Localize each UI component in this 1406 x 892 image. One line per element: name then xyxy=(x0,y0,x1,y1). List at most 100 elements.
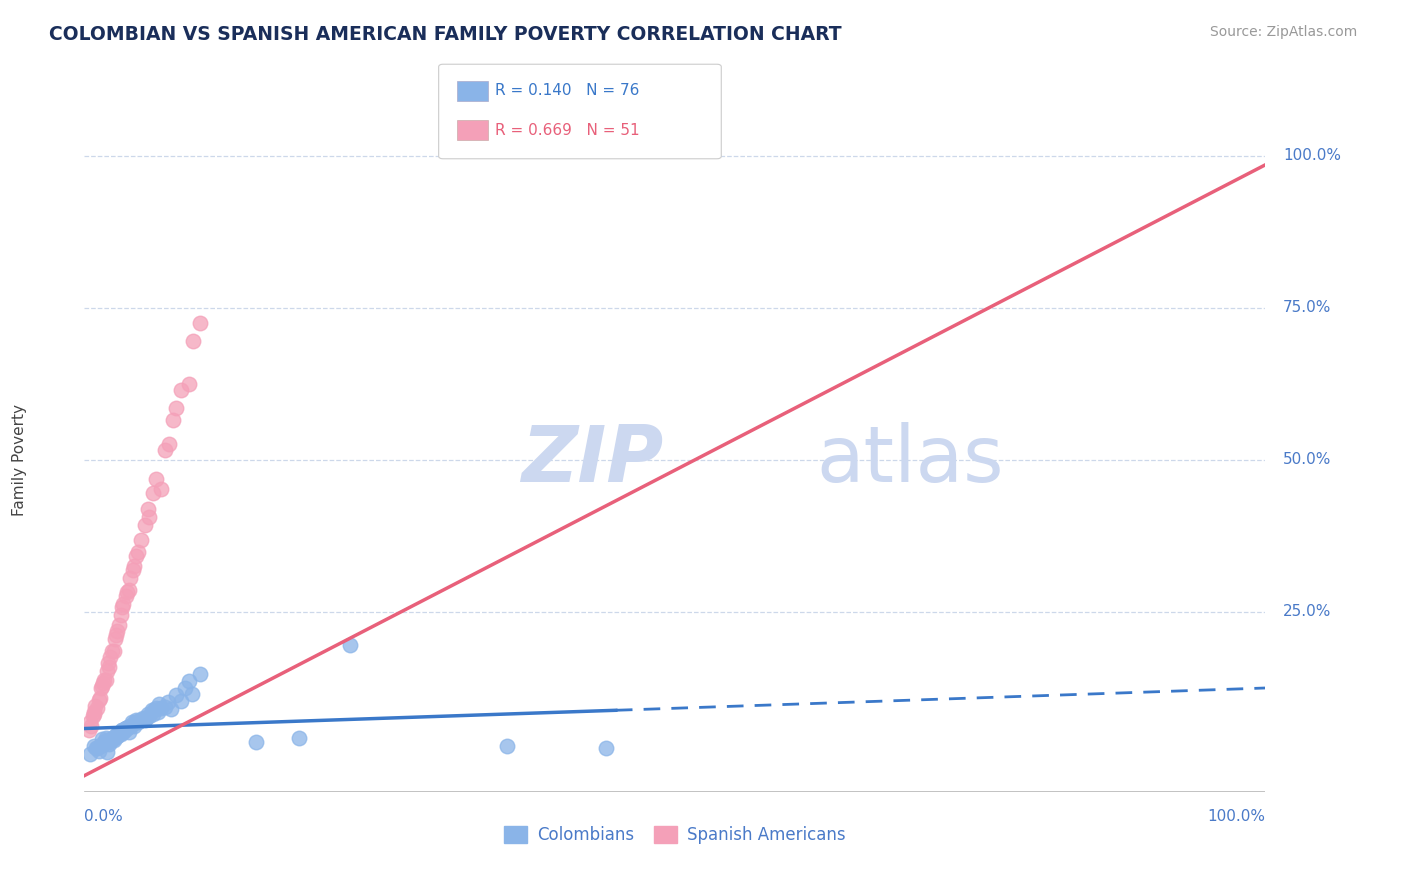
Point xyxy=(166,689,188,703)
Point xyxy=(105,730,128,744)
Point xyxy=(138,510,160,524)
Point xyxy=(91,679,114,693)
Point xyxy=(121,715,143,730)
Point xyxy=(103,733,125,747)
Point xyxy=(114,723,136,737)
Point xyxy=(96,733,118,747)
Point xyxy=(129,533,152,547)
Point xyxy=(91,738,114,752)
Point xyxy=(98,660,121,674)
Point xyxy=(83,739,105,754)
Text: COLOMBIAN VS SPANISH AMERICAN FAMILY POVERTY CORRELATION CHART: COLOMBIAN VS SPANISH AMERICAN FAMILY POV… xyxy=(49,25,842,44)
Point xyxy=(179,376,201,391)
Point xyxy=(143,703,166,717)
Point xyxy=(181,334,204,348)
Point xyxy=(104,729,127,743)
Point xyxy=(84,741,107,756)
Point xyxy=(90,738,112,752)
Point xyxy=(127,715,149,730)
Point xyxy=(188,666,211,681)
Point xyxy=(129,714,152,728)
Point xyxy=(94,731,117,745)
Point xyxy=(114,590,136,604)
Point xyxy=(98,732,121,747)
Point xyxy=(111,723,134,737)
Text: 100.0%: 100.0% xyxy=(1284,148,1341,163)
Point xyxy=(100,731,122,745)
Point xyxy=(89,739,111,754)
Point xyxy=(118,583,141,598)
Text: R = 0.669   N = 51: R = 0.669 N = 51 xyxy=(495,123,640,137)
Point xyxy=(141,703,163,717)
Point xyxy=(107,727,129,741)
Point xyxy=(122,558,145,573)
Point xyxy=(101,731,124,746)
Point xyxy=(107,624,129,638)
Point xyxy=(170,383,193,397)
Point xyxy=(98,650,121,665)
Point xyxy=(173,681,195,695)
Text: atlas: atlas xyxy=(817,422,1004,498)
Point xyxy=(84,698,107,713)
Point xyxy=(245,735,267,749)
Point xyxy=(145,701,167,715)
Point xyxy=(110,727,132,741)
Point xyxy=(115,585,138,599)
Point xyxy=(83,706,105,721)
Point xyxy=(128,713,150,727)
Text: Source: ZipAtlas.com: Source: ZipAtlas.com xyxy=(1209,25,1357,39)
Point xyxy=(135,711,157,725)
Point xyxy=(339,638,361,652)
Point xyxy=(82,709,104,723)
Point xyxy=(148,697,170,711)
Point xyxy=(134,518,156,533)
Point xyxy=(136,502,159,516)
Point xyxy=(132,711,155,725)
Point xyxy=(159,702,181,716)
Point xyxy=(86,700,108,714)
Point xyxy=(91,731,114,746)
Point xyxy=(128,714,150,728)
Point xyxy=(153,700,176,714)
Point xyxy=(110,607,132,622)
Point xyxy=(83,705,105,719)
Point xyxy=(111,599,134,614)
Point xyxy=(180,687,202,701)
Point xyxy=(166,401,188,415)
Point xyxy=(91,737,114,751)
Point xyxy=(142,486,165,500)
Point xyxy=(91,676,114,690)
Point xyxy=(157,437,180,451)
Point xyxy=(77,723,100,737)
Point xyxy=(87,692,110,706)
Point xyxy=(114,721,136,735)
Point xyxy=(153,443,176,458)
Point xyxy=(157,695,180,709)
Point xyxy=(108,726,131,740)
Point xyxy=(87,744,110,758)
Point xyxy=(94,673,117,687)
Point xyxy=(122,719,145,733)
Point xyxy=(107,727,129,741)
Point xyxy=(142,706,165,721)
Point xyxy=(104,632,127,646)
Text: R = 0.140   N = 76: R = 0.140 N = 76 xyxy=(495,84,640,98)
Point xyxy=(188,316,211,330)
Legend: Colombians, Spanish Americans: Colombians, Spanish Americans xyxy=(496,819,853,851)
Point xyxy=(86,741,108,756)
Point xyxy=(136,706,159,721)
Point xyxy=(97,656,120,670)
Point xyxy=(98,733,121,747)
Point xyxy=(134,713,156,727)
Point xyxy=(496,739,519,754)
Point xyxy=(111,723,134,737)
Point xyxy=(117,720,139,734)
Point xyxy=(79,715,101,730)
Point xyxy=(121,717,143,731)
Point xyxy=(96,745,118,759)
Point xyxy=(100,732,122,747)
Point xyxy=(100,644,122,658)
Point xyxy=(107,729,129,743)
Point xyxy=(105,627,128,641)
Point xyxy=(79,747,101,762)
